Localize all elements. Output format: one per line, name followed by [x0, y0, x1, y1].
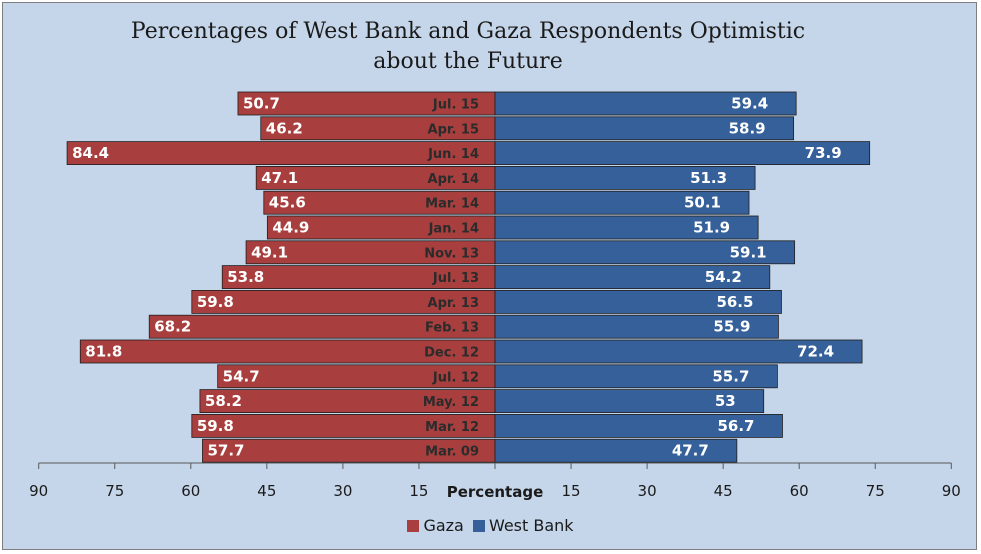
data-label-gaza: 81.8 — [85, 343, 122, 361]
bar-west-bank — [494, 165, 756, 190]
x-tick-label: 30 — [638, 482, 657, 500]
data-label-gaza: 54.7 — [223, 367, 260, 385]
category-label: Dec. 12 — [424, 346, 479, 361]
x-tick-label: 60 — [790, 482, 809, 500]
category-label: Nov. 13 — [424, 246, 479, 261]
legend-swatch-west-bank — [472, 520, 485, 532]
legend-item-west-bank: West Bank — [472, 516, 574, 535]
x-tick-label: 90 — [942, 482, 961, 500]
x-tick-label: 15 — [409, 482, 428, 500]
data-label-gaza: 44.9 — [272, 219, 309, 237]
category-label: Jun. 14 — [427, 147, 479, 162]
data-label-gaza: 59.8 — [197, 417, 234, 435]
data-label-gaza: 45.6 — [269, 194, 306, 212]
category-label: Mar. 09 — [425, 445, 479, 460]
bar-west-bank — [494, 91, 797, 116]
data-label-west-bank: 53 — [715, 392, 736, 410]
x-axis-title: Percentage — [447, 483, 544, 501]
category-label: May. 12 — [423, 395, 479, 410]
data-label-west-bank: 58.9 — [729, 119, 766, 137]
x-tick-label: 60 — [181, 482, 200, 500]
x-tick-label: 15 — [562, 482, 581, 500]
data-label-west-bank: 47.7 — [672, 442, 709, 460]
bar-west-bank — [494, 413, 783, 438]
x-tick-label: 45 — [257, 482, 276, 500]
bar-west-bank — [494, 289, 782, 314]
data-label-west-bank: 54.2 — [705, 268, 742, 286]
category-label: Apr. 14 — [428, 172, 479, 187]
data-label-gaza: 57.7 — [207, 442, 244, 460]
data-label-gaza: 47.1 — [261, 169, 298, 187]
data-label-gaza: 68.2 — [154, 318, 191, 336]
data-label-west-bank: 56.7 — [717, 417, 754, 435]
category-label: Feb. 13 — [425, 321, 479, 336]
plot-area: 50.7 59.4 Jul. 15 46.2 58.9 Apr. 15 84.4 73.9 Ju… — [29, 91, 961, 501]
category-label: Mar. 14 — [425, 197, 479, 212]
data-label-gaza: 58.2 — [205, 392, 242, 410]
category-label: Apr. 15 — [428, 122, 479, 137]
category-label: Jul. 13 — [432, 271, 479, 286]
bar-west-bank — [494, 339, 863, 364]
data-label-west-bank: 59.4 — [731, 95, 768, 113]
bar-west-bank — [494, 364, 778, 389]
bar-west-bank — [494, 116, 795, 141]
data-label-west-bank: 72.4 — [797, 343, 834, 361]
x-tick-label: 90 — [29, 482, 48, 500]
legend: Gaza West Bank — [3, 516, 978, 535]
bar-west-bank — [494, 438, 738, 463]
category-label: Jul. 12 — [432, 370, 479, 385]
data-label-west-bank: 55.9 — [713, 318, 750, 336]
data-label-west-bank: 51.3 — [690, 169, 727, 187]
category-label: Jul. 15 — [432, 98, 479, 113]
bar-west-bank — [494, 240, 796, 265]
legend-swatch-gaza — [407, 520, 420, 532]
bar-west-bank — [494, 141, 871, 166]
legend-label-gaza: Gaza — [423, 516, 464, 535]
legend-item-gaza: Gaza — [407, 516, 464, 535]
data-label-gaza: 49.1 — [251, 243, 288, 261]
bar-west-bank — [494, 215, 759, 240]
data-label-west-bank: 56.5 — [716, 293, 753, 311]
data-label-gaza: 46.2 — [266, 119, 303, 137]
data-label-west-bank: 59.1 — [730, 243, 767, 261]
bar-west-bank — [494, 190, 750, 215]
chart-title: Percentages of West Bank and Gaza Respon… — [3, 17, 933, 77]
data-label-west-bank: 51.9 — [693, 219, 730, 237]
data-label-west-bank: 55.7 — [712, 367, 749, 385]
x-tick-label: 30 — [333, 482, 352, 500]
data-label-gaza: 59.8 — [197, 293, 234, 311]
x-tick-label: 75 — [105, 482, 124, 500]
data-label-west-bank: 73.9 — [805, 144, 842, 162]
chart-title-line-2: about the Future — [373, 49, 563, 74]
x-tick-label: 75 — [866, 482, 885, 500]
legend-label-west-bank: West Bank — [488, 516, 574, 535]
category-label: Jan. 14 — [428, 222, 479, 237]
bar-west-bank — [494, 314, 779, 339]
data-label-gaza: 50.7 — [243, 95, 280, 113]
bar-west-bank — [494, 265, 771, 290]
category-label: Mar. 12 — [425, 420, 479, 435]
data-label-gaza: 53.8 — [227, 268, 264, 286]
x-tick-label: 45 — [714, 482, 733, 500]
bar-west-bank — [494, 389, 765, 414]
chart-title-line-1: Percentages of West Bank and Gaza Respon… — [130, 19, 806, 44]
data-label-gaza: 84.4 — [72, 144, 109, 162]
category-label: Apr. 13 — [428, 296, 479, 311]
data-label-west-bank: 50.1 — [684, 194, 721, 212]
